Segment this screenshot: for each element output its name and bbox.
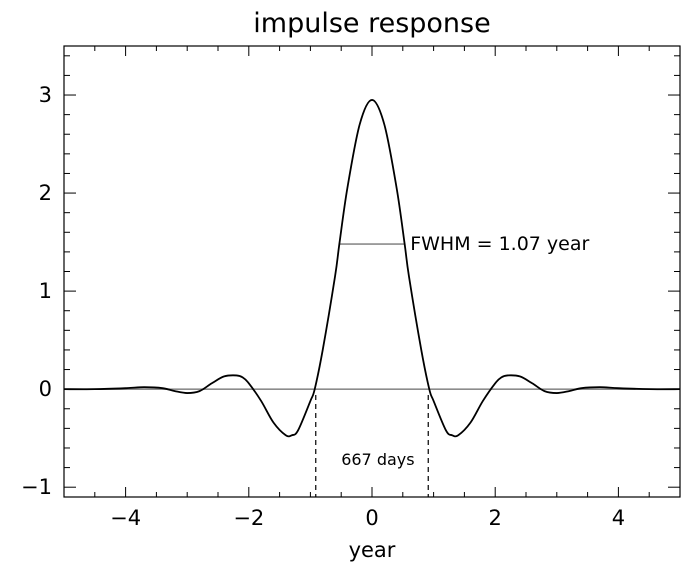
y-tick-label: 1 [39,279,52,303]
x-tick-label: 2 [489,506,502,530]
axis-tick-labels: −4 −2 0 2 4 −1 0 1 2 3 [21,83,625,530]
x-tick-label: −4 [110,506,141,530]
y-tick-label: 3 [39,83,52,107]
y-tick-label: 0 [39,377,52,401]
x-tick-label: 4 [612,506,625,530]
days-annotation: 667 days [341,450,414,469]
plot-frame [63,45,681,498]
plot-area [63,45,681,498]
x-tick-label: −2 [233,506,264,530]
x-axis-label: year [349,538,396,562]
y-tick-label: −1 [21,475,52,499]
fwhm-annotation: FWHM = 1.07 year [410,233,589,255]
impulse-response-series-1 [63,99,681,438]
axis-ticks [63,46,681,497]
y-tick-label: 2 [39,181,52,205]
x-tick-label: 0 [365,506,378,530]
chart-title: impulse response [253,8,490,39]
